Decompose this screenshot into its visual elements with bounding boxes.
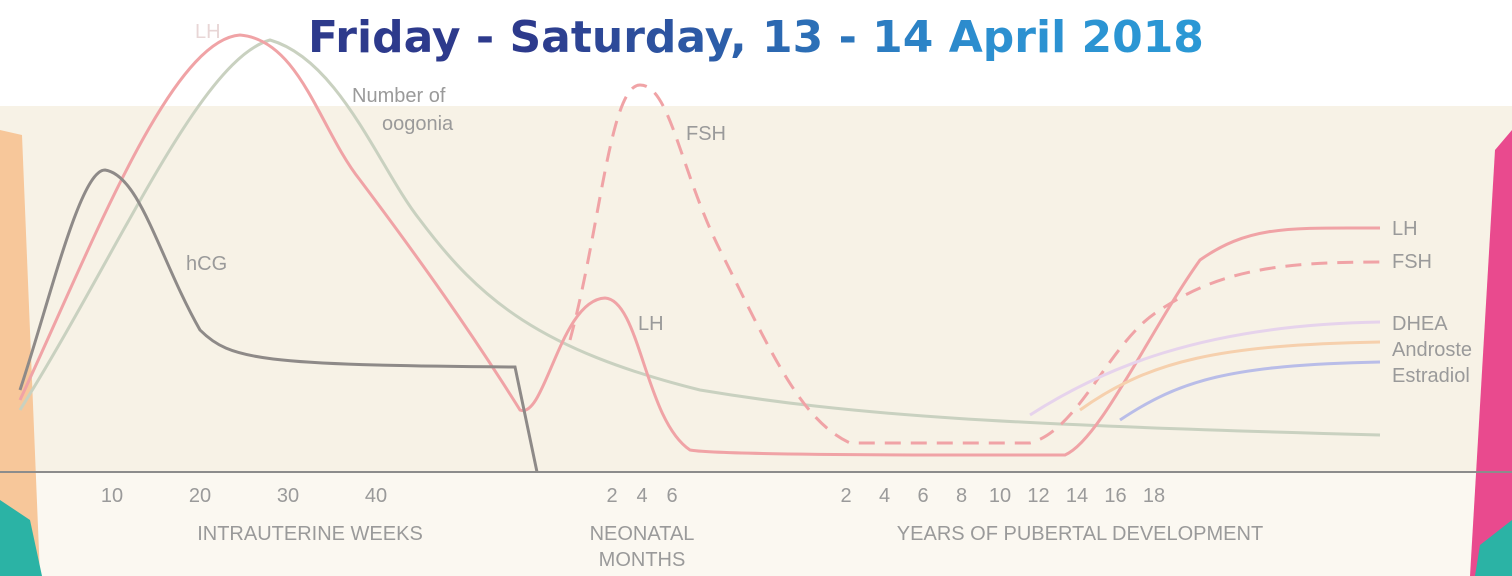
x-tick-label: 14 bbox=[1066, 485, 1088, 507]
page: LH Number of oogonia FSH hCG LH LHFSHDHE… bbox=[0, 0, 1512, 576]
curve-label: LH bbox=[638, 313, 664, 335]
curve-label: Number of bbox=[352, 85, 446, 107]
x-tick-label: 2 bbox=[606, 485, 617, 507]
curve-label: hCG bbox=[186, 253, 227, 275]
x-tick-label: 10 bbox=[101, 485, 123, 507]
x-tick-label: 20 bbox=[189, 485, 211, 507]
x-tick-label: 10 bbox=[989, 485, 1011, 507]
axis-label: NEONATAL bbox=[590, 523, 695, 545]
diagram: LH Number of oogonia FSH hCG LH LHFSHDHE… bbox=[0, 0, 1512, 576]
x-tick-label: 6 bbox=[917, 485, 928, 507]
x-tick-label: 6 bbox=[666, 485, 677, 507]
curve-label: FSH bbox=[1392, 251, 1432, 273]
axis-label: YEARS OF PUBERTAL DEVELOPMENT bbox=[897, 523, 1263, 545]
curve-label: FSH bbox=[686, 123, 726, 145]
curve-label: Androste bbox=[1392, 339, 1472, 361]
curve-label: LH bbox=[1392, 218, 1418, 240]
axis-label: MONTHS bbox=[599, 549, 686, 571]
x-tick-label: 16 bbox=[1104, 485, 1126, 507]
x-tick-label: 18 bbox=[1143, 485, 1165, 507]
chart-background bbox=[0, 106, 1512, 472]
axis-label: INTRAUTERINE WEEKS bbox=[197, 523, 423, 545]
curve-label: Estradiol bbox=[1392, 365, 1470, 387]
x-tick-label: 12 bbox=[1027, 485, 1049, 507]
x-tick-label: 8 bbox=[956, 485, 967, 507]
curve-label: oogonia bbox=[382, 113, 454, 135]
x-tick-label: 4 bbox=[636, 485, 647, 507]
curve-label: DHEA bbox=[1392, 313, 1448, 335]
x-tick-label: 40 bbox=[365, 485, 387, 507]
event-date-title: Friday - Saturday, 13 - 14 April 2018 bbox=[0, 12, 1512, 63]
x-tick-label: 2 bbox=[840, 485, 851, 507]
x-tick-label: 4 bbox=[879, 485, 890, 507]
x-tick-label: 30 bbox=[277, 485, 299, 507]
